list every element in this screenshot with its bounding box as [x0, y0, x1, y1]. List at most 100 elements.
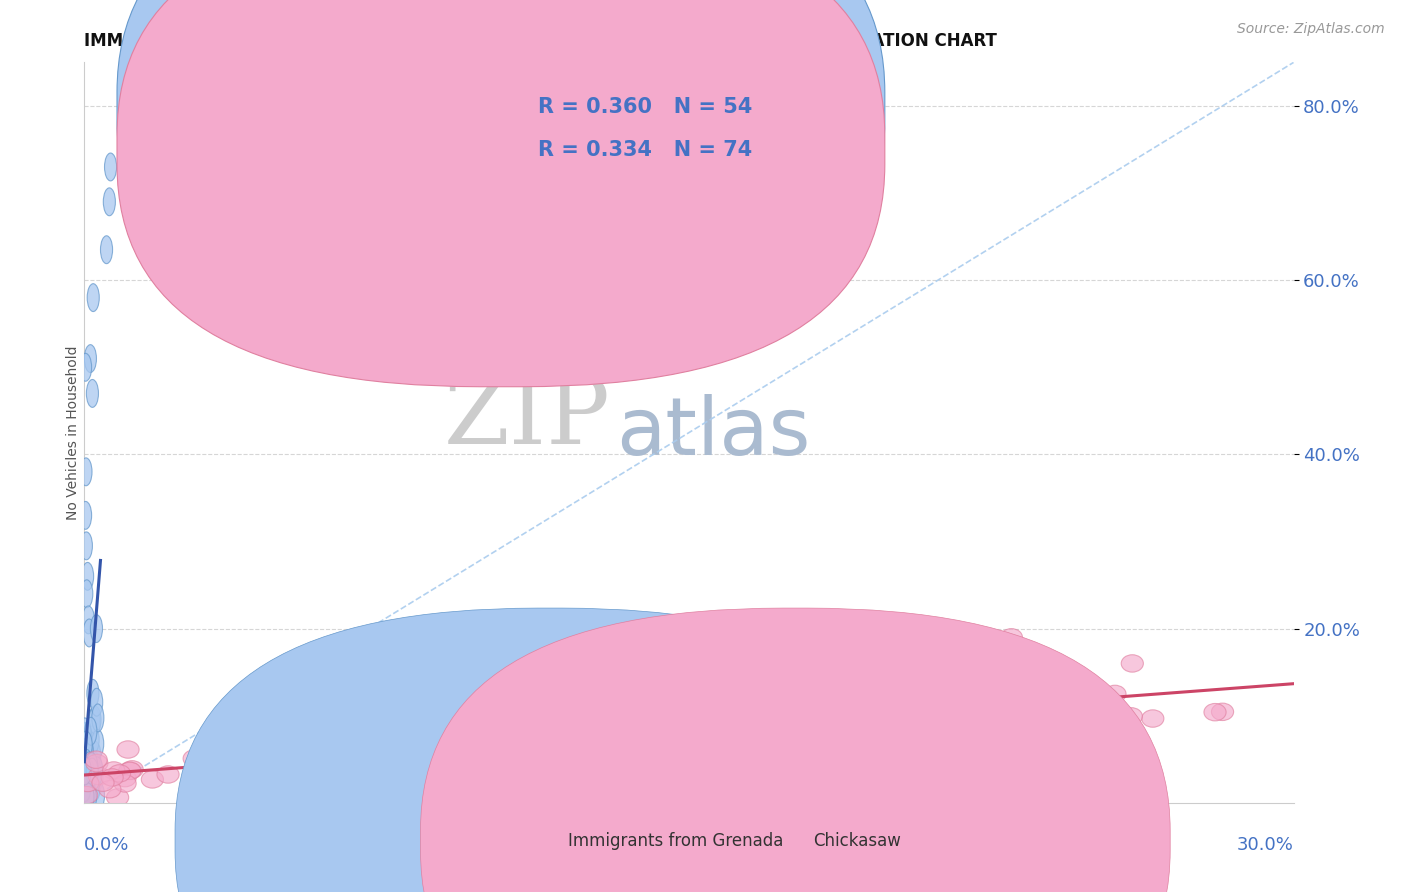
Ellipse shape — [80, 740, 93, 768]
Ellipse shape — [83, 782, 94, 811]
Ellipse shape — [91, 763, 103, 791]
Ellipse shape — [990, 711, 1012, 729]
Ellipse shape — [98, 780, 121, 798]
Ellipse shape — [82, 758, 94, 786]
FancyBboxPatch shape — [117, 0, 884, 343]
Ellipse shape — [83, 619, 96, 647]
Text: R = 0.334   N = 74: R = 0.334 N = 74 — [538, 140, 752, 160]
Ellipse shape — [193, 767, 215, 785]
Ellipse shape — [454, 747, 475, 765]
Ellipse shape — [91, 730, 104, 757]
Ellipse shape — [80, 353, 91, 381]
Ellipse shape — [87, 284, 100, 311]
Ellipse shape — [114, 775, 136, 792]
Ellipse shape — [1064, 690, 1087, 707]
Ellipse shape — [385, 753, 408, 771]
Ellipse shape — [1121, 655, 1143, 673]
Ellipse shape — [91, 774, 114, 791]
Ellipse shape — [84, 757, 97, 785]
Ellipse shape — [87, 752, 100, 780]
Ellipse shape — [1054, 706, 1076, 724]
Ellipse shape — [1109, 712, 1132, 729]
Ellipse shape — [86, 379, 98, 408]
Ellipse shape — [91, 704, 104, 731]
Ellipse shape — [87, 726, 100, 754]
Ellipse shape — [82, 562, 94, 591]
Ellipse shape — [273, 746, 294, 763]
Ellipse shape — [86, 753, 98, 780]
Ellipse shape — [1212, 703, 1233, 721]
Ellipse shape — [80, 723, 91, 750]
Ellipse shape — [596, 737, 619, 754]
Ellipse shape — [370, 755, 392, 772]
Ellipse shape — [183, 750, 205, 767]
Ellipse shape — [79, 750, 91, 779]
Ellipse shape — [82, 763, 94, 790]
Ellipse shape — [875, 706, 897, 724]
Ellipse shape — [307, 748, 329, 765]
Ellipse shape — [79, 718, 91, 746]
Ellipse shape — [86, 755, 108, 772]
Ellipse shape — [1087, 688, 1109, 706]
Ellipse shape — [198, 729, 221, 747]
Ellipse shape — [90, 689, 103, 716]
Text: Immigrants from Grenada: Immigrants from Grenada — [568, 831, 783, 849]
FancyBboxPatch shape — [176, 608, 925, 892]
Text: 30.0%: 30.0% — [1237, 836, 1294, 855]
Ellipse shape — [233, 765, 256, 782]
Ellipse shape — [86, 753, 97, 780]
Ellipse shape — [1031, 717, 1053, 734]
Ellipse shape — [890, 706, 912, 724]
Ellipse shape — [907, 716, 929, 734]
Ellipse shape — [86, 758, 98, 786]
Ellipse shape — [666, 736, 688, 754]
Ellipse shape — [104, 153, 117, 181]
Ellipse shape — [558, 744, 581, 761]
Ellipse shape — [82, 763, 94, 790]
Ellipse shape — [100, 235, 112, 264]
Ellipse shape — [142, 771, 163, 789]
Ellipse shape — [80, 749, 93, 777]
Ellipse shape — [89, 707, 100, 736]
Ellipse shape — [80, 501, 91, 529]
Ellipse shape — [84, 717, 97, 745]
Text: R = 0.360   N = 54: R = 0.360 N = 54 — [538, 97, 752, 117]
Ellipse shape — [429, 752, 450, 770]
Ellipse shape — [80, 532, 93, 560]
Text: IMMIGRANTS FROM GRENADA VS CHICKASAW NO VEHICLES IN HOUSEHOLD CORRELATION CHART: IMMIGRANTS FROM GRENADA VS CHICKASAW NO … — [84, 32, 997, 50]
Ellipse shape — [849, 685, 872, 703]
Ellipse shape — [93, 782, 104, 810]
Ellipse shape — [84, 344, 97, 373]
Ellipse shape — [80, 731, 93, 759]
Ellipse shape — [79, 773, 91, 802]
Y-axis label: No Vehicles in Household: No Vehicles in Household — [66, 345, 80, 520]
Ellipse shape — [83, 606, 94, 634]
Ellipse shape — [80, 458, 91, 486]
Ellipse shape — [1142, 710, 1164, 727]
Ellipse shape — [108, 764, 131, 782]
Ellipse shape — [1104, 685, 1126, 703]
Ellipse shape — [84, 751, 107, 768]
Ellipse shape — [426, 746, 449, 764]
Ellipse shape — [1204, 704, 1226, 721]
Text: Chickasaw: Chickasaw — [814, 831, 901, 849]
Ellipse shape — [720, 698, 742, 714]
Ellipse shape — [117, 740, 139, 758]
Ellipse shape — [598, 627, 620, 644]
Ellipse shape — [986, 693, 1008, 710]
Ellipse shape — [439, 754, 460, 771]
Ellipse shape — [89, 773, 100, 801]
Text: 0.0%: 0.0% — [84, 836, 129, 855]
Ellipse shape — [806, 721, 827, 739]
Ellipse shape — [758, 624, 780, 641]
Ellipse shape — [245, 765, 267, 782]
Ellipse shape — [998, 711, 1021, 729]
Ellipse shape — [107, 789, 129, 806]
Text: atlas: atlas — [616, 393, 811, 472]
Ellipse shape — [84, 783, 97, 812]
Ellipse shape — [382, 755, 405, 772]
FancyBboxPatch shape — [460, 78, 828, 185]
Ellipse shape — [86, 755, 98, 782]
Ellipse shape — [600, 740, 623, 758]
Ellipse shape — [77, 774, 98, 792]
